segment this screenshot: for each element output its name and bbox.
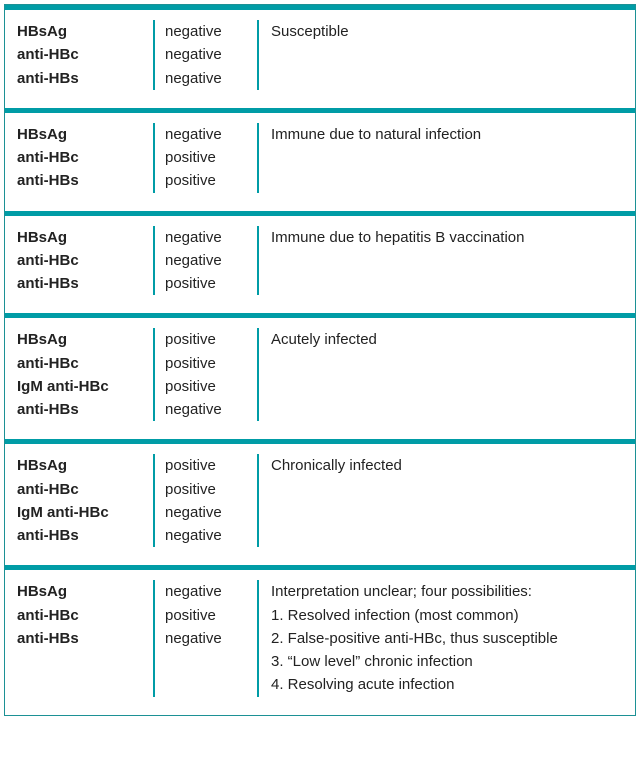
marker-label: anti-HBs <box>17 272 153 295</box>
marker-label: anti-HBs <box>17 398 153 421</box>
markers-cell: HBsAganti-HBcanti-HBs <box>5 580 155 696</box>
results-cell: positivepositivenegativenegative <box>155 454 259 547</box>
result-value: positive <box>165 146 257 169</box>
markers-cell: HBsAganti-HBcanti-HBs <box>5 20 155 90</box>
marker-label: anti-HBs <box>17 169 153 192</box>
result-value: negative <box>165 226 257 249</box>
interpretation-line: Interpretation unclear; four possibiliti… <box>271 580 627 603</box>
interpretation-cell: Interpretation unclear; four possibiliti… <box>259 580 635 696</box>
marker-label: anti-HBs <box>17 627 153 650</box>
table-row: HBsAganti-HBcIgM anti-HBcanti-HBspositiv… <box>5 439 635 565</box>
result-value: negative <box>165 249 257 272</box>
interpretation-line: 3. “Low level” chronic infection <box>271 650 627 673</box>
result-value: negative <box>165 398 257 421</box>
interpretation-line: Immune due to hepatitis B vaccination <box>271 226 627 249</box>
table-row: HBsAganti-HBcanti-HBsnegativenegativeneg… <box>5 5 635 108</box>
result-value: negative <box>165 501 257 524</box>
result-value: positive <box>165 604 257 627</box>
marker-label: HBsAg <box>17 226 153 249</box>
markers-cell: HBsAganti-HBcanti-HBs <box>5 226 155 296</box>
interpretation-cell: Immune due to hepatitis B vaccination <box>259 226 635 296</box>
table-row: HBsAganti-HBcanti-HBsnegativepositiveneg… <box>5 565 635 714</box>
marker-label: HBsAg <box>17 123 153 146</box>
interpretation-line: Susceptible <box>271 20 627 43</box>
marker-label: anti-HBs <box>17 524 153 547</box>
marker-label: IgM anti-HBc <box>17 501 153 524</box>
result-value: positive <box>165 272 257 295</box>
interpretation-cell: Acutely infected <box>259 328 635 421</box>
results-cell: positivepositivepositivenegative <box>155 328 259 421</box>
result-value: positive <box>165 478 257 501</box>
results-cell: negativenegativepositive <box>155 226 259 296</box>
table-row: HBsAganti-HBcanti-HBsnegativenegativepos… <box>5 211 635 314</box>
markers-cell: HBsAganti-HBcIgM anti-HBcanti-HBs <box>5 454 155 547</box>
result-value: negative <box>165 67 257 90</box>
result-value: negative <box>165 580 257 603</box>
interpretation-line: Immune due to natural infection <box>271 123 627 146</box>
marker-label: anti-HBc <box>17 352 153 375</box>
marker-label: HBsAg <box>17 580 153 603</box>
interpretation-line: Chronically infected <box>271 454 627 477</box>
marker-label: HBsAg <box>17 20 153 43</box>
result-value: negative <box>165 123 257 146</box>
results-cell: negativenegativenegative <box>155 20 259 90</box>
interpretation-cell: Chronically infected <box>259 454 635 547</box>
interpretation-line: 4. Resolving acute infection <box>271 673 627 696</box>
markers-cell: HBsAganti-HBcanti-HBs <box>5 123 155 193</box>
marker-label: IgM anti-HBc <box>17 375 153 398</box>
marker-label: anti-HBc <box>17 146 153 169</box>
result-value: positive <box>165 328 257 351</box>
interpretation-line: 2. False-positive anti-HBc, thus suscept… <box>271 627 627 650</box>
serology-table: HBsAganti-HBcanti-HBsnegativenegativeneg… <box>4 4 636 716</box>
table-row: HBsAganti-HBcIgM anti-HBcanti-HBspositiv… <box>5 313 635 439</box>
result-value: negative <box>165 524 257 547</box>
interpretation-cell: Susceptible <box>259 20 635 90</box>
results-cell: negativepositivenegative <box>155 580 259 696</box>
result-value: positive <box>165 169 257 192</box>
result-value: negative <box>165 20 257 43</box>
result-value: positive <box>165 375 257 398</box>
table-row: HBsAganti-HBcanti-HBsnegativepositivepos… <box>5 108 635 211</box>
marker-label: HBsAg <box>17 328 153 351</box>
marker-label: anti-HBc <box>17 604 153 627</box>
marker-label: anti-HBc <box>17 478 153 501</box>
interpretation-line: Acutely infected <box>271 328 627 351</box>
interpretation-cell: Immune due to natural infection <box>259 123 635 193</box>
marker-label: anti-HBs <box>17 67 153 90</box>
result-value: negative <box>165 627 257 650</box>
result-value: positive <box>165 454 257 477</box>
interpretation-line: 1. Resolved infection (most common) <box>271 604 627 627</box>
markers-cell: HBsAganti-HBcIgM anti-HBcanti-HBs <box>5 328 155 421</box>
results-cell: negativepositivepositive <box>155 123 259 193</box>
marker-label: anti-HBc <box>17 43 153 66</box>
result-value: negative <box>165 43 257 66</box>
result-value: positive <box>165 352 257 375</box>
marker-label: HBsAg <box>17 454 153 477</box>
marker-label: anti-HBc <box>17 249 153 272</box>
